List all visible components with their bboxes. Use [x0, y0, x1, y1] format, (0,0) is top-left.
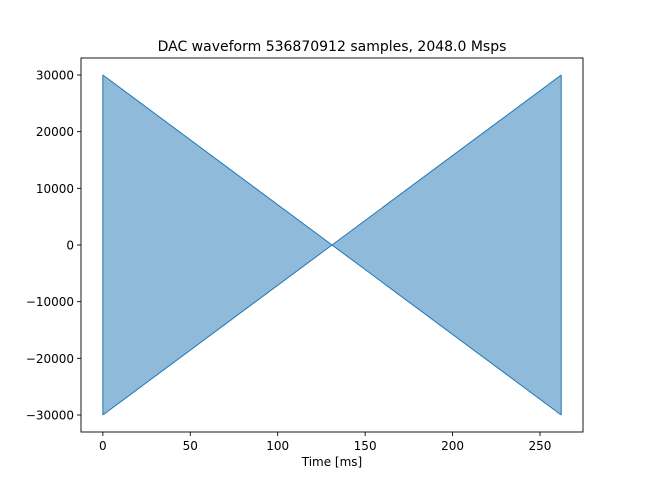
y-tick-label: −10000	[26, 295, 74, 309]
axes-frame	[80, 57, 584, 433]
x-tick-label: 200	[441, 439, 464, 453]
x-tick-label: 150	[354, 439, 377, 453]
y-tick-label: −30000	[26, 409, 74, 423]
y-tick-label: 10000	[36, 182, 74, 196]
x-tick-label: 0	[99, 439, 107, 453]
x-axis-label: Time [ms]	[301, 455, 363, 469]
y-tick-label: 30000	[36, 69, 74, 83]
y-axis: −30000 −20000 −10000 0 10000 20000 30000	[26, 69, 81, 423]
x-tick-label: 50	[183, 439, 198, 453]
plot-area	[102, 74, 562, 416]
waveform-lower-envelope	[102, 244, 562, 416]
y-tick-label: 20000	[36, 125, 74, 139]
x-axis: 0 50 100 150 200 250	[99, 432, 551, 453]
x-tick-label: 100	[266, 439, 289, 453]
chart-title: DAC waveform 536870912 samples, 2048.0 M…	[158, 39, 507, 55]
x-tick-label: 250	[529, 439, 552, 453]
y-tick-label: 0	[66, 239, 74, 253]
y-tick-label: −20000	[26, 352, 74, 366]
